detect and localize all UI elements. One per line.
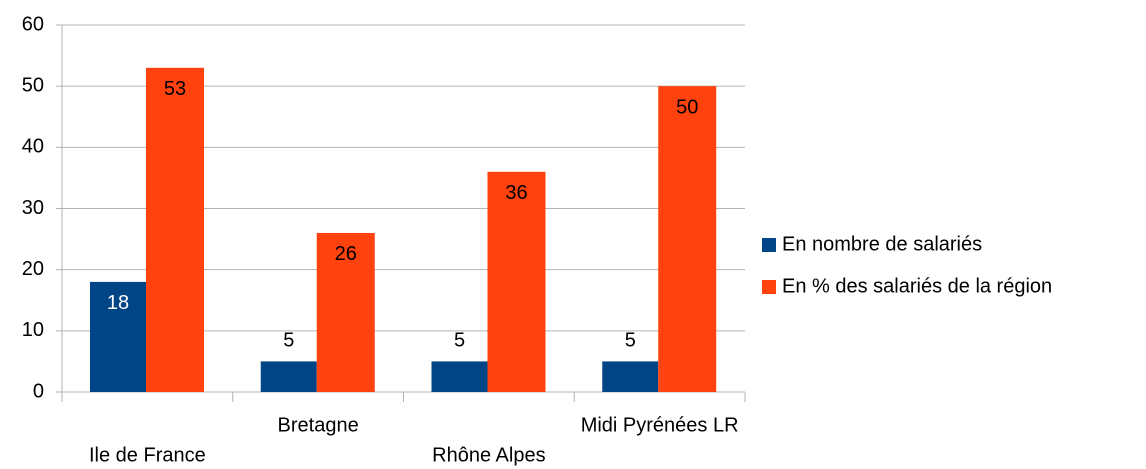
x-tick-label: Midi Pyrénées LR [581, 414, 739, 436]
data-label: 53 [164, 78, 186, 100]
x-tick-label: Bretagne [278, 414, 359, 436]
bar [260, 361, 317, 392]
data-label: 5 [454, 330, 465, 352]
bar [90, 281, 146, 392]
y-tick-label: 30 [22, 197, 44, 219]
y-tick-label: 20 [22, 258, 44, 280]
legend-swatch [762, 280, 776, 294]
y-tick-label: 40 [22, 136, 44, 158]
y-tick-label: 10 [22, 319, 44, 341]
bar [431, 361, 488, 392]
data-label: 50 [676, 96, 698, 118]
bar [658, 86, 717, 393]
data-label: 18 [107, 292, 129, 314]
y-tick-label: 0 [33, 380, 44, 402]
x-tick-label: Ile de France [89, 444, 206, 466]
data-label: 26 [335, 243, 357, 265]
data-label: 5 [283, 330, 294, 352]
bar [146, 67, 204, 393]
data-label: 36 [505, 182, 527, 204]
y-tick-label: 50 [22, 74, 44, 96]
bar [316, 232, 375, 392]
legend-label: En % des salariés de la région [782, 275, 1052, 297]
legend-label: En nombre de salariés [782, 233, 982, 255]
bar [487, 171, 546, 392]
data-label: 5 [625, 330, 636, 352]
x-tick-label: Rhône Alpes [432, 444, 545, 466]
y-tick-label: 60 [22, 13, 44, 35]
bar [602, 361, 659, 392]
legend-swatch [762, 238, 776, 252]
